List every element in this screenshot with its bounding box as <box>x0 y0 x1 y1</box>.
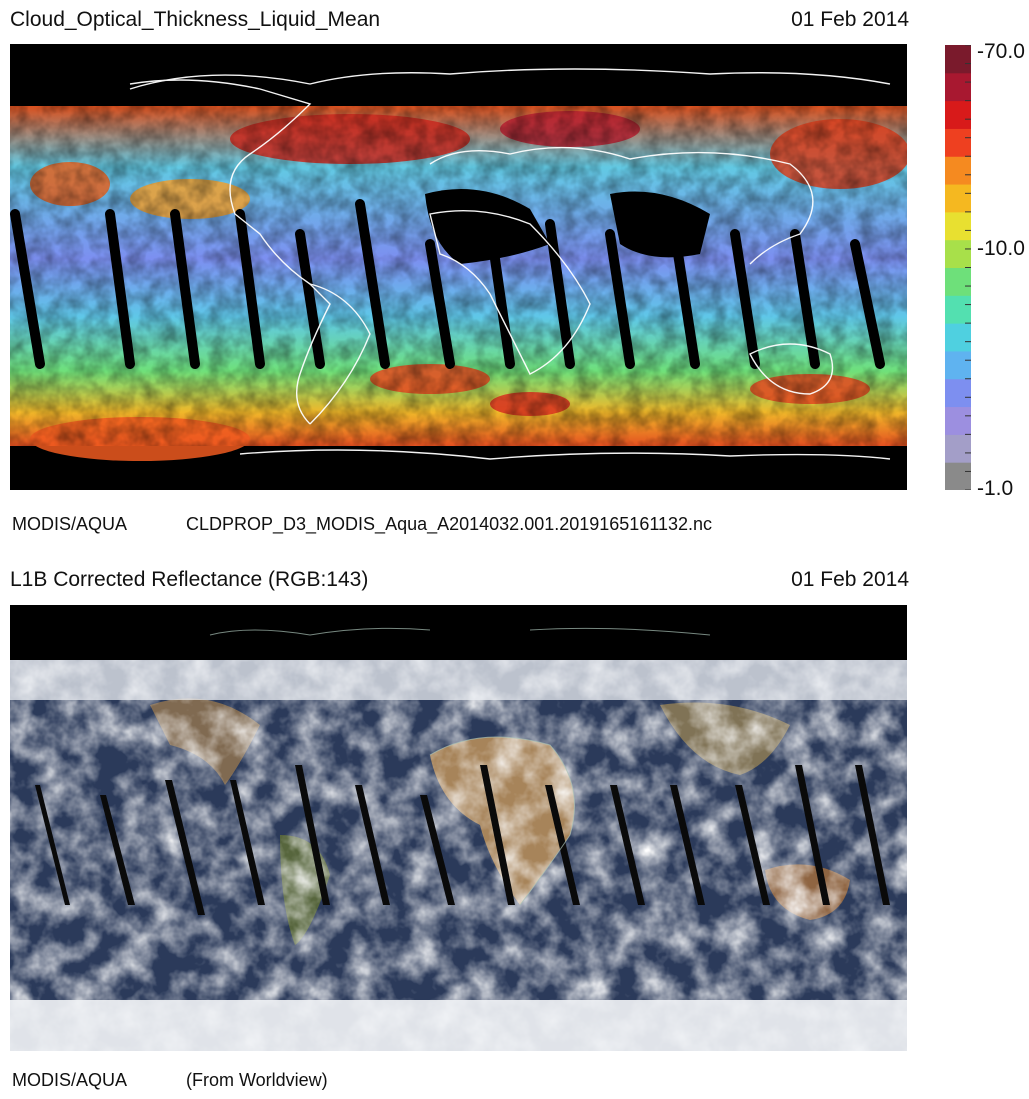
colorbar-min-value: 1.0 <box>984 477 1014 500</box>
colorbar-segment <box>945 45 971 74</box>
colorbar-segment <box>945 378 971 408</box>
top-map-date: 01 Feb 2014 <box>791 8 909 31</box>
colorbar-graphic <box>945 44 971 491</box>
colorbar-segment <box>945 156 971 185</box>
colorbar-segment <box>945 434 971 463</box>
colorbar-segment <box>945 462 971 491</box>
colorbar-min-tick: - <box>977 477 984 500</box>
colorbar-max-value: 70.0 <box>984 40 1025 63</box>
colorbar-segment <box>945 239 971 268</box>
colorbar-segment <box>945 100 971 129</box>
colorbar-mid-tick: - <box>977 237 984 260</box>
top-map-title: Cloud_Optical_Thickness_Liquid_Mean <box>10 8 381 31</box>
colorbar-segment <box>945 184 971 213</box>
colorbar-max-tick: - <box>977 40 984 63</box>
colorbar-segment <box>945 350 971 380</box>
bottom-source-label: (From Worldview) <box>186 1070 328 1090</box>
colorbar-segment <box>945 323 971 352</box>
corrected-reflectance-map <box>10 605 907 1051</box>
cot-map-graphic <box>10 44 907 490</box>
colorbar-min-label: -1.0 <box>977 477 1013 501</box>
colorbar-mid-value: 10.0 <box>984 237 1025 260</box>
colorbar-segment <box>945 128 971 157</box>
colorbar-max-label: -70.0 <box>977 40 1025 64</box>
bottom-map-title: L1B Corrected Reflectance (RGB:143) <box>10 568 369 591</box>
bottom-sensor-label: MODIS/AQUA <box>12 1070 128 1090</box>
colorbar-segment <box>945 295 971 324</box>
reflectance-map-graphic <box>10 605 907 1051</box>
bottom-map-date: 01 Feb 2014 <box>791 568 909 591</box>
colorbar <box>945 44 971 491</box>
top-sensor-label: MODIS/AQUA <box>12 514 128 534</box>
top-filename-label: CLDPROP_D3_MODIS_Aqua_A2014032.001.20191… <box>186 514 713 534</box>
colorbar-mid-label: -10.0 <box>977 237 1025 261</box>
colorbar-segment <box>945 406 971 435</box>
colorbar-segment <box>945 211 971 241</box>
colorbar-segment <box>945 267 971 296</box>
cloud-optical-thickness-map <box>10 44 907 490</box>
colorbar-segment <box>945 72 971 102</box>
